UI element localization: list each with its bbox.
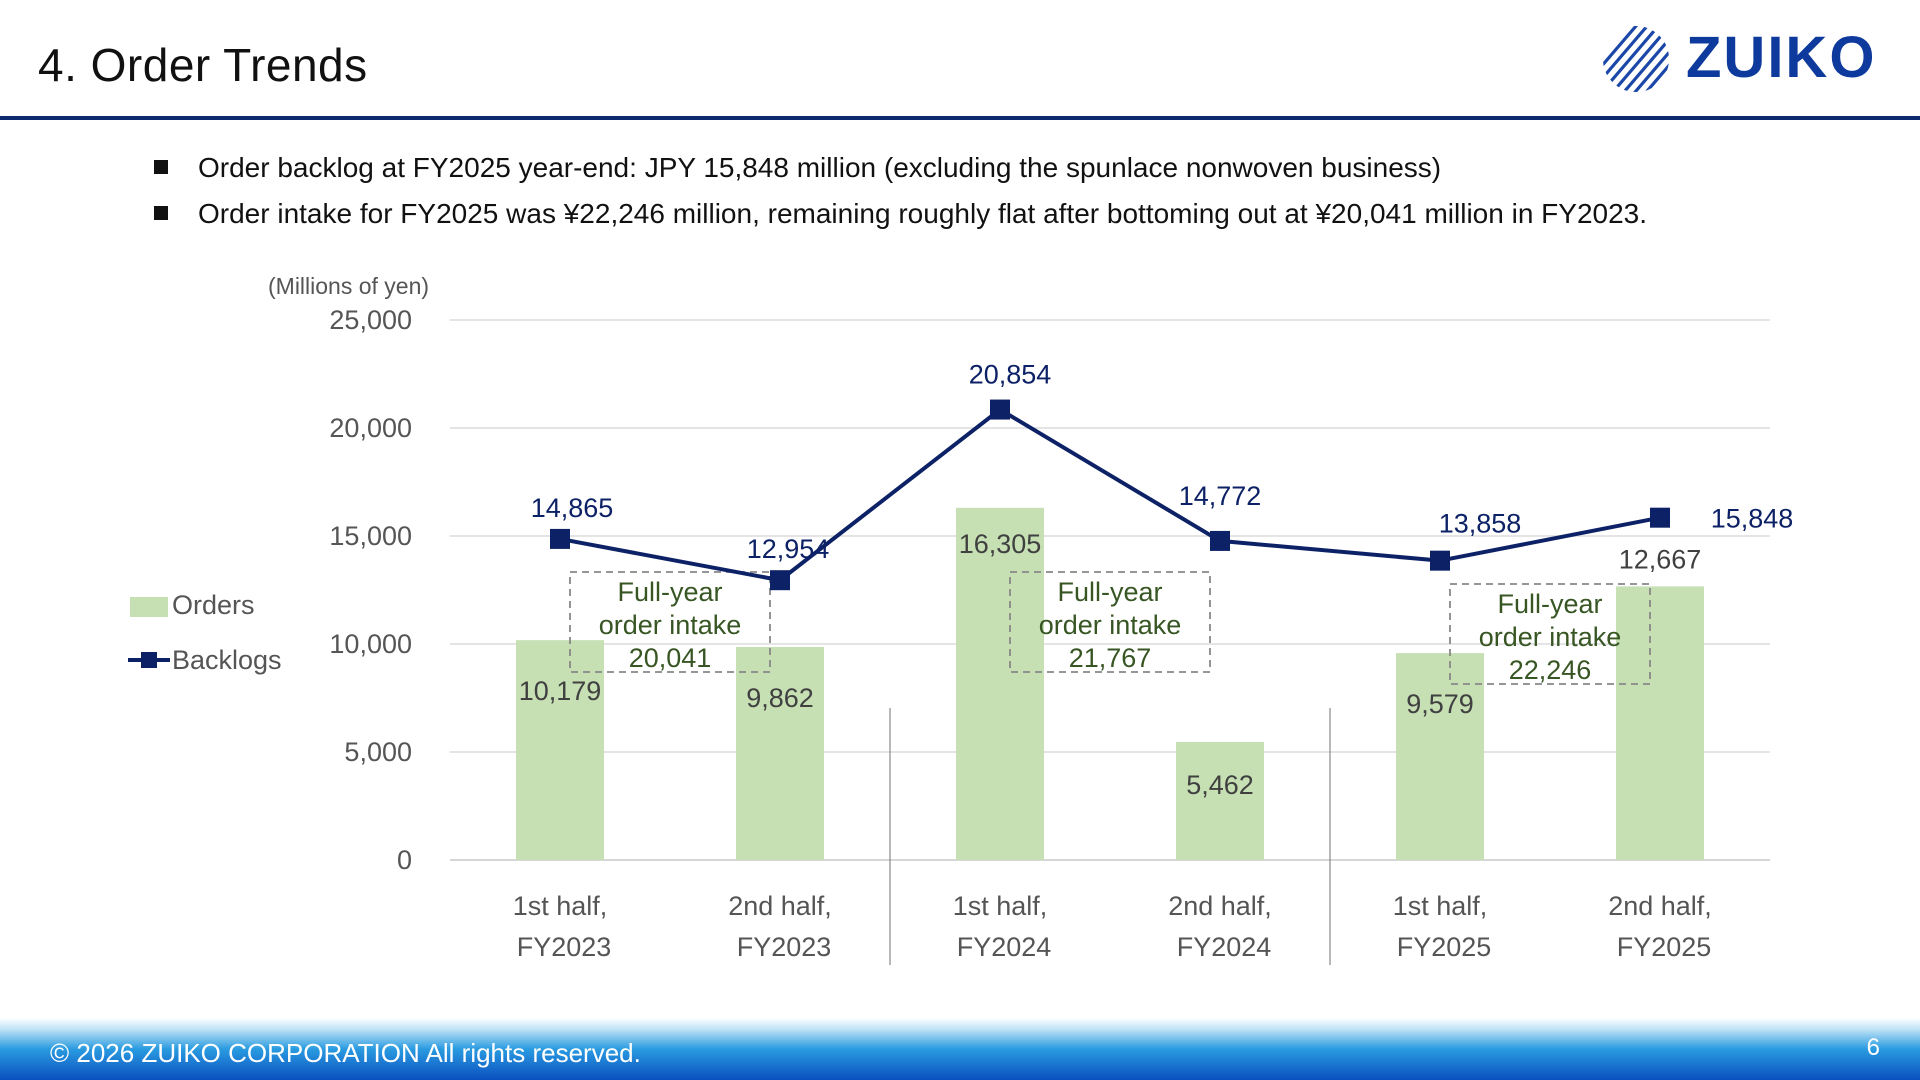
- y-tick-label: 0: [397, 845, 412, 875]
- legend-backlogs-marker: [141, 652, 157, 668]
- intake-annotation-text: 21,767: [1069, 643, 1152, 673]
- intake-annotation-text: order intake: [1479, 622, 1622, 652]
- bullet-text: Order intake for FY2025 was ¥22,246 mill…: [198, 198, 1648, 229]
- legend-backlogs-label: Backlogs: [172, 645, 282, 675]
- x-tick-label: 1st half,: [1393, 891, 1488, 921]
- y-tick-label: 15,000: [329, 521, 412, 551]
- orders-value-label: 16,305: [959, 529, 1042, 559]
- intake-annotation-box: [1009, 571, 1211, 673]
- orders-value-label: 9,862: [746, 683, 814, 713]
- footer-bar: © 2026 ZUIKO CORPORATION All rights rese…: [0, 1018, 1920, 1080]
- backlogs-marker: [990, 399, 1010, 420]
- intake-annotation-text: 20,041: [629, 643, 712, 673]
- x-tick-label: FY2023: [517, 932, 612, 962]
- backlogs-value-label: 12,954: [747, 534, 830, 564]
- intake-annotation-text: Full-year: [617, 577, 722, 607]
- orders-bar: [1396, 653, 1484, 860]
- bullet-item: Order intake for FY2025 was ¥22,246 mill…: [150, 191, 1647, 237]
- legend-orders-swatch: [130, 597, 168, 617]
- title-divider: [0, 116, 1920, 120]
- bullet-list: Order backlog at FY2025 year-end: JPY 15…: [150, 145, 1647, 237]
- zuiko-logo-mark-icon: [1601, 24, 1671, 94]
- intake-annotation-box: [569, 571, 771, 673]
- x-tick-label: 2nd half,: [1608, 891, 1712, 921]
- orders-bar: [956, 507, 1044, 860]
- backlogs-marker: [770, 570, 790, 591]
- orders-value-label: 12,667: [1619, 544, 1702, 574]
- bullet-item: Order backlog at FY2025 year-end: JPY 15…: [150, 145, 1647, 191]
- x-tick-label: FY2023: [737, 932, 832, 962]
- intake-annotation-box: [1449, 583, 1651, 685]
- orders-bar: [516, 640, 604, 860]
- backlogs-line: [559, 407, 1661, 583]
- square-bullet-icon: [154, 160, 168, 174]
- x-tick-label: FY2024: [957, 932, 1052, 962]
- orders-bar: [1616, 586, 1704, 860]
- y-tick-label: 10,000: [329, 629, 412, 659]
- logo-text: ZUIKO: [1686, 25, 1877, 90]
- backlogs-value-label: 14,865: [531, 493, 614, 523]
- y-tick-label: 5,000: [344, 737, 412, 767]
- x-tick-label: 2nd half,: [728, 891, 832, 921]
- y-unit-label: (Millions of yen): [268, 273, 429, 299]
- copyright-text: © 2026 ZUIKO CORPORATION All rights rese…: [50, 1038, 641, 1068]
- backlogs-value-label: 20,854: [969, 360, 1052, 390]
- orders-value-label: 5,462: [1186, 770, 1254, 800]
- x-tick-label: 1st half,: [513, 891, 608, 921]
- x-tick-label: FY2024: [1177, 932, 1272, 962]
- backlogs-value-label: 15,848: [1711, 504, 1794, 534]
- page-title: 4. Order Trends: [38, 39, 368, 91]
- intake-annotation-text: Full-year: [1497, 589, 1602, 619]
- order-trends-chart: (Millions of yen) 0 5,000 10,000 15,000 20,00…: [128, 273, 1794, 965]
- square-bullet-icon: [154, 206, 168, 220]
- backlogs-marker: [550, 528, 570, 549]
- zuiko-logo: ZUIKO: [1598, 22, 1880, 96]
- backlogs-value-label: 14,772: [1179, 481, 1262, 511]
- backlogs-marker: [1430, 550, 1450, 571]
- legend-orders-label: Orders: [172, 590, 255, 620]
- y-tick-label: 25,000: [329, 305, 412, 335]
- intake-annotation-text: order intake: [599, 610, 742, 640]
- x-tick-label: FY2025: [1617, 932, 1712, 962]
- orders-value-label: 9,579: [1406, 689, 1474, 719]
- x-tick-label: 1st half,: [953, 891, 1048, 921]
- intake-annotation-text: Full-year: [1057, 577, 1162, 607]
- y-tick-label: 20,000: [329, 413, 412, 443]
- orders-value-label: 10,179: [519, 676, 602, 706]
- intake-annotation-text: 22,246: [1509, 655, 1592, 685]
- orders-bar: [1176, 742, 1264, 860]
- x-tick-label: FY2025: [1397, 932, 1492, 962]
- x-tick-label: 2nd half,: [1168, 891, 1272, 921]
- backlogs-marker: [1210, 530, 1230, 551]
- page-number: 6: [1866, 1034, 1880, 1061]
- bullet-text: Order backlog at FY2025 year-end: JPY 15…: [198, 152, 1442, 183]
- intake-annotation-text: order intake: [1039, 610, 1182, 640]
- orders-bar: [736, 646, 824, 860]
- backlogs-marker: [1650, 507, 1670, 528]
- backlogs-value-label: 13,858: [1439, 509, 1522, 539]
